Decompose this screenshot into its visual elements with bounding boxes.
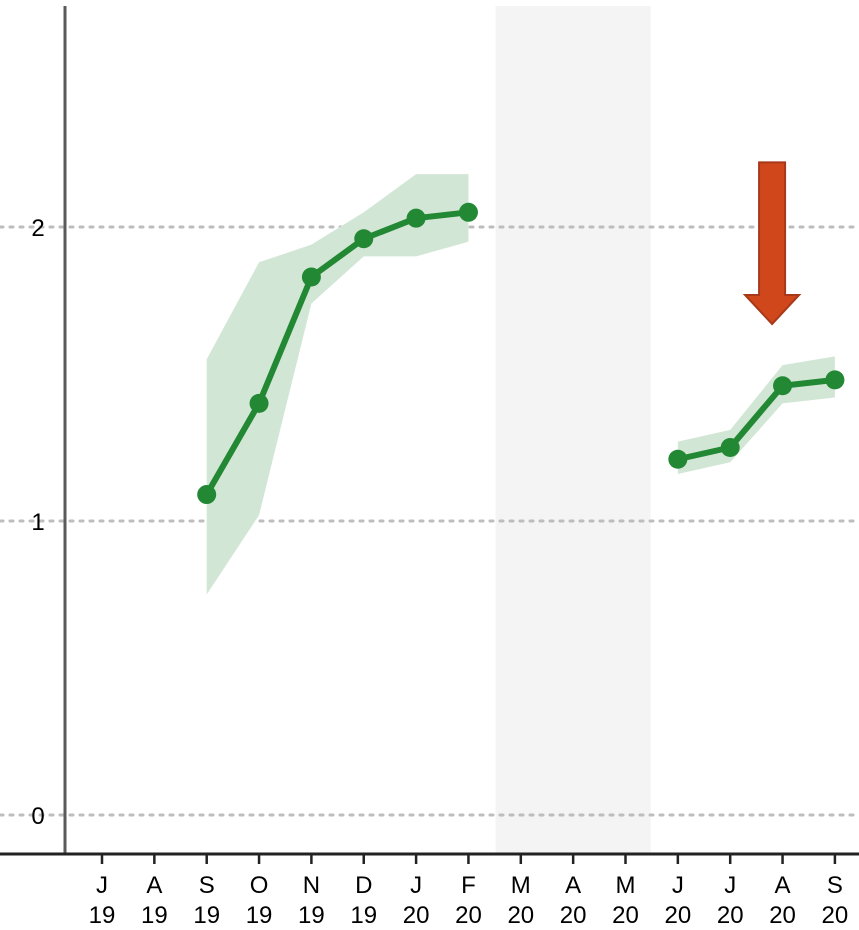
y-tick-label: 2	[31, 215, 44, 242]
x-tick-label-month: A	[565, 872, 581, 899]
confidence-band-1	[206, 174, 469, 595]
y-tick-label: 1	[31, 509, 44, 536]
series-line-2	[674, 376, 838, 463]
x-tick-label-year: 20	[717, 902, 744, 929]
data-point	[301, 267, 321, 287]
x-tick-label-month: N	[303, 872, 320, 899]
x-tick-label-month: J	[96, 872, 108, 899]
x-tick-label-month: M	[616, 872, 636, 899]
axes	[0, 6, 859, 864]
x-tick-label-year: 20	[455, 902, 482, 929]
x-tick-label-month: A	[775, 872, 791, 899]
x-tick-label-month: S	[199, 872, 215, 899]
x-tick-label-month: J	[672, 872, 684, 899]
x-tick-label-year: 20	[822, 902, 849, 929]
x-tick-label-month: J	[724, 872, 736, 899]
x-tick-label-year: 19	[298, 902, 325, 929]
data-point	[458, 202, 478, 222]
x-tick-label-month: M	[511, 872, 531, 899]
x-tick-label-month: J	[410, 872, 422, 899]
shaded-period	[495, 6, 651, 854]
y-tick-label: 0	[31, 803, 44, 830]
x-tick-label-year: 20	[507, 902, 534, 929]
x-tick-label-year: 20	[403, 902, 430, 929]
x-tick-label-month: O	[250, 872, 269, 899]
data-point	[406, 208, 426, 228]
x-tick-label-year: 20	[664, 902, 691, 929]
data-point	[668, 449, 688, 469]
tick-labels: 0 1 2 J 19 A 19 S 19 O 19 N 19 D 19 J 20 F 20 M 20 A 20 M 20 J 20 J…	[31, 215, 848, 929]
x-tick-label-year: 19	[141, 902, 168, 929]
gridlines	[0, 225, 859, 817]
x-tick-label-year: 19	[193, 902, 220, 929]
data-point	[354, 229, 374, 249]
data-points	[197, 202, 845, 505]
x-tick-label-year: 20	[612, 902, 639, 929]
data-point	[825, 370, 845, 390]
x-tick-label-month: S	[827, 872, 843, 899]
annotations	[742, 161, 802, 326]
x-tick-label-year: 19	[246, 902, 273, 929]
data-point	[720, 438, 740, 457]
x-tick-label-year: 20	[560, 902, 587, 929]
x-tick-label-month: F	[461, 872, 476, 899]
data-point	[249, 393, 269, 413]
data-point	[197, 485, 217, 505]
x-tick-label-year: 19	[350, 902, 377, 929]
x-tick-label-month: A	[146, 872, 162, 899]
x-tick-label-year: 19	[89, 902, 116, 929]
x-tick-label-month: D	[355, 872, 372, 899]
x-tick-label-year: 20	[769, 902, 796, 929]
data-point	[773, 376, 793, 396]
shaded-period-rect	[495, 6, 651, 854]
down-arrow-icon	[742, 161, 802, 326]
